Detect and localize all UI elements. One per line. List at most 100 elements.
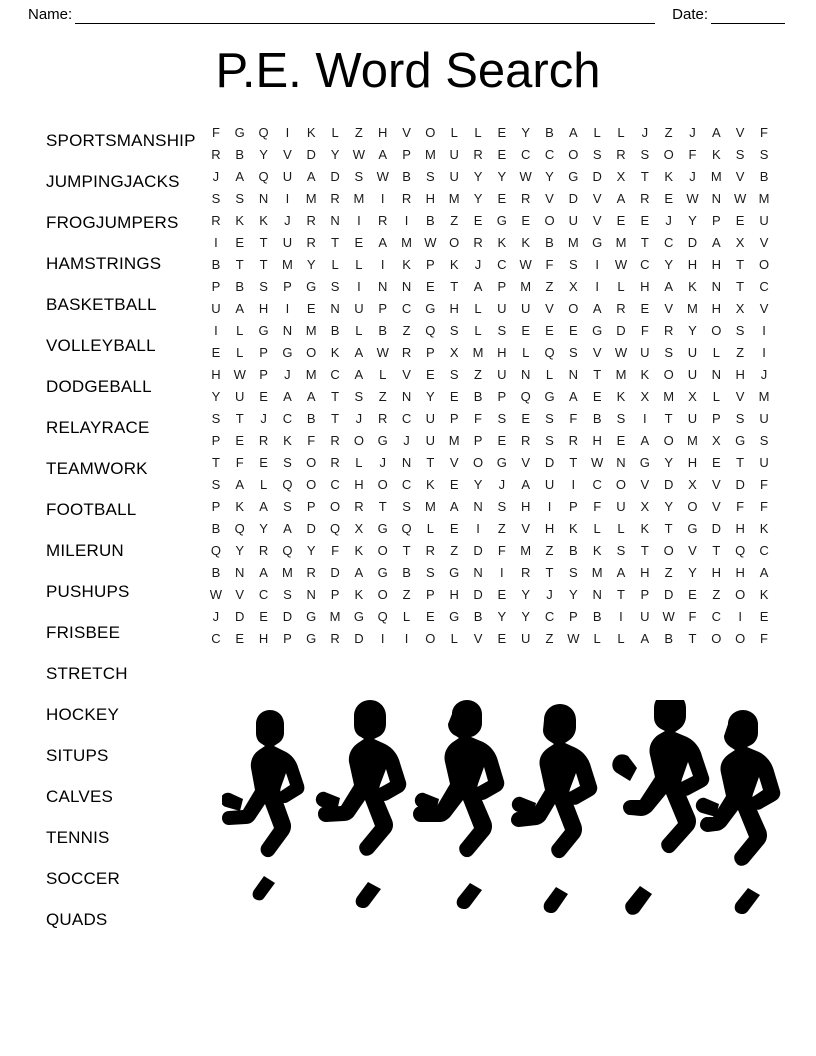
grid-cell[interactable]: L (259, 477, 268, 492)
grid-cell[interactable]: K (283, 433, 292, 448)
grid-cell[interactable]: A (306, 169, 316, 184)
grid-cell[interactable]: R (306, 213, 316, 228)
grid-cell[interactable]: B (306, 411, 316, 426)
grid-cell[interactable]: Q (258, 169, 269, 184)
grid-cell[interactable]: T (545, 565, 554, 580)
grid-cell[interactable]: Q (425, 323, 436, 338)
grid-cell[interactable]: P (259, 345, 268, 360)
grid-cell[interactable]: S (330, 279, 340, 294)
grid-cell[interactable]: O (711, 323, 722, 338)
grid-cell[interactable]: J (665, 213, 672, 228)
grid-cell[interactable]: D (616, 323, 626, 338)
grid-cell[interactable]: F (331, 543, 340, 558)
grid-cell[interactable]: L (236, 323, 244, 338)
grid-cell[interactable]: P (640, 587, 650, 602)
grid-cell[interactable]: S (569, 345, 578, 360)
grid-cell[interactable]: O (329, 499, 341, 514)
grid-cell[interactable]: G (425, 301, 436, 316)
grid-cell[interactable]: Q (282, 477, 293, 492)
grid-cell[interactable]: O (687, 499, 698, 514)
grid-cell[interactable]: G (282, 345, 293, 360)
grid-cell[interactable]: H (640, 279, 650, 294)
grid-cell[interactable]: T (259, 235, 268, 250)
grid-cell[interactable]: E (426, 609, 435, 624)
grid-cell[interactable]: Y (306, 543, 316, 558)
grid-cell[interactable]: K (330, 345, 340, 360)
grid-cell[interactable]: K (497, 235, 507, 250)
grid-cell[interactable]: M (615, 235, 627, 250)
grid-cell[interactable]: B (664, 631, 673, 646)
grid-cell[interactable]: N (401, 389, 412, 404)
grid-cell[interactable]: C (401, 301, 412, 316)
grid-cell[interactable]: L (593, 125, 601, 140)
grid-cell[interactable]: G (496, 455, 507, 470)
grid-cell[interactable]: V (688, 543, 697, 558)
grid-cell[interactable]: R (330, 455, 340, 470)
grid-cell[interactable]: L (545, 367, 554, 382)
grid-cell[interactable]: P (402, 147, 411, 162)
grid-cell[interactable]: V (592, 191, 602, 206)
grid-cell[interactable]: J (379, 455, 386, 470)
grid-cell[interactable]: O (735, 631, 746, 646)
grid-cell[interactable]: N (473, 565, 483, 580)
grid-cell[interactable]: O (377, 587, 388, 602)
grid-cell[interactable]: E (616, 433, 626, 448)
grid-cell[interactable]: S (735, 411, 745, 426)
grid-cell[interactable]: W (591, 455, 604, 470)
grid-cell[interactable]: B (235, 147, 245, 162)
grid-cell[interactable]: V (735, 125, 745, 140)
grid-cell[interactable]: Y (473, 191, 483, 206)
grid-cell[interactable]: W (614, 257, 628, 272)
grid-cell[interactable]: K (640, 521, 650, 536)
grid-cell[interactable]: L (379, 367, 387, 382)
grid-cell[interactable]: Q (234, 521, 245, 536)
grid-cell[interactable]: U (282, 235, 293, 250)
grid-cell[interactable]: X (735, 235, 745, 250)
grid-cell[interactable]: I (571, 477, 576, 492)
grid-cell[interactable]: R (616, 301, 626, 316)
grid-cell[interactable]: L (617, 279, 625, 294)
grid-cell[interactable]: U (282, 169, 293, 184)
grid-cell[interactable]: R (258, 433, 269, 448)
grid-cell[interactable]: C (258, 587, 269, 602)
grid-cell[interactable]: V (759, 301, 769, 316)
grid-cell[interactable]: M (758, 389, 770, 404)
grid-cell[interactable]: T (664, 521, 673, 536)
grid-cell[interactable]: N (282, 323, 293, 338)
grid-cell[interactable]: I (380, 191, 385, 206)
grid-cell[interactable]: J (355, 411, 363, 426)
grid-cell[interactable]: Y (688, 323, 697, 338)
grid-cell[interactable]: E (259, 609, 268, 624)
grid-cell[interactable]: Y (664, 455, 673, 470)
grid-cell[interactable]: S (759, 433, 769, 448)
grid-cell[interactable]: A (473, 279, 483, 294)
grid-cell[interactable]: E (235, 631, 245, 646)
grid-cell[interactable]: I (357, 279, 361, 294)
grid-cell[interactable]: Y (521, 587, 531, 602)
grid-cell[interactable]: I (404, 213, 409, 228)
grid-cell[interactable]: W (662, 609, 675, 624)
grid-cell[interactable]: E (521, 323, 531, 338)
grid-cell[interactable]: S (426, 169, 435, 184)
grid-cell[interactable]: C (663, 235, 674, 250)
grid-cell[interactable]: W (686, 191, 699, 206)
grid-cell[interactable]: R (330, 191, 340, 206)
grid-cell[interactable]: D (235, 609, 245, 624)
grid-cell[interactable]: D (282, 609, 293, 624)
grid-cell[interactable]: W (614, 345, 628, 360)
grid-cell[interactable]: A (283, 521, 292, 536)
grid-cell[interactable]: A (569, 389, 578, 404)
grid-cell[interactable]: M (615, 367, 627, 382)
grid-cell[interactable]: I (762, 323, 766, 338)
grid-cell[interactable]: O (377, 543, 388, 558)
grid-cell[interactable]: O (711, 631, 722, 646)
grid-cell[interactable]: T (617, 587, 625, 602)
grid-cell[interactable]: U (687, 367, 698, 382)
grid-cell[interactable]: S (497, 323, 507, 338)
grid-cell[interactable]: T (331, 235, 340, 250)
grid-cell[interactable]: L (617, 521, 625, 536)
grid-cell[interactable]: L (426, 521, 434, 536)
grid-cell[interactable]: G (735, 433, 746, 448)
grid-cell[interactable]: R (330, 433, 340, 448)
grid-cell[interactable]: J (760, 367, 768, 382)
